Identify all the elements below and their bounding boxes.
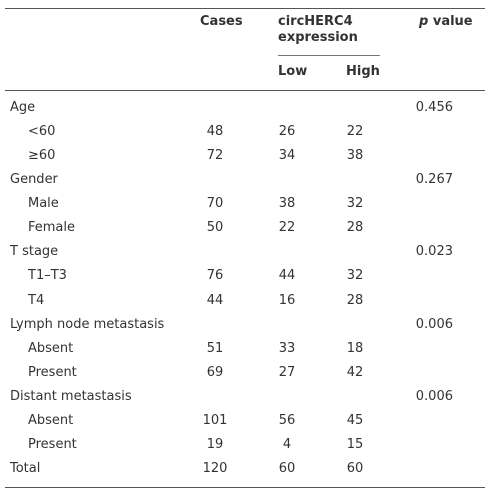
cases-cell: 72 — [206, 148, 224, 164]
group-rule — [278, 55, 380, 56]
low-cell: 34 — [278, 148, 296, 164]
row-label: Female — [28, 220, 76, 236]
cases-cell: 69 — [206, 364, 224, 380]
group-label: T stage — [10, 244, 59, 260]
low-cell: 44 — [278, 268, 296, 284]
header-p-italic: p — [419, 14, 429, 29]
row-label: T1–T3 — [28, 268, 67, 284]
group-label: Age — [10, 100, 36, 115]
row-label: Absent — [28, 412, 74, 428]
p-value-cell: 0.456 — [415, 100, 453, 115]
cases-cell: 50 — [206, 220, 224, 236]
high-cell: 18 — [346, 340, 364, 356]
bottom-rule — [5, 487, 485, 488]
row-label: Absent — [28, 340, 74, 356]
group-label: Gender — [10, 172, 58, 188]
cases-cell: 19 — [206, 436, 224, 452]
low-cell: 22 — [278, 220, 296, 236]
high-cell: 60 — [346, 461, 364, 477]
p-value-cell: 0.023 — [415, 244, 453, 260]
high-cell: 32 — [346, 268, 364, 284]
high-cell: 28 — [346, 220, 364, 236]
cases-cell: 44 — [206, 292, 224, 308]
cases-cell: 48 — [206, 124, 224, 140]
row-label: ≥60 — [28, 148, 56, 164]
low-cell: 4 — [282, 436, 292, 452]
row-label: Total — [10, 461, 41, 477]
row-label: T4 — [28, 292, 45, 308]
row-label: <60 — [28, 124, 56, 140]
p-value-cell: 0.267 — [415, 172, 453, 188]
low-cell: 16 — [278, 292, 296, 308]
p-value-cell: 0.006 — [415, 316, 453, 332]
top-rule — [5, 8, 485, 9]
row-label: Male — [28, 196, 59, 212]
group-label: Distant metastasis — [10, 388, 132, 404]
cases-cell: 120 — [202, 461, 228, 477]
header-p: p value — [419, 14, 473, 30]
high-cell: 22 — [346, 124, 364, 140]
high-cell: 38 — [346, 148, 364, 164]
header-low: Low — [278, 64, 308, 79]
row-label: Present — [28, 436, 77, 452]
high-cell: 15 — [346, 436, 364, 452]
high-cell: 45 — [346, 412, 364, 428]
cases-cell: 76 — [206, 268, 224, 284]
cases-cell: 51 — [206, 340, 224, 356]
low-cell: 33 — [278, 340, 296, 356]
header-p-rest: value — [432, 14, 473, 29]
low-cell: 27 — [278, 364, 296, 380]
high-cell: 32 — [346, 196, 364, 212]
header-cases: Cases — [200, 14, 243, 29]
p-value-cell: 0.006 — [415, 388, 453, 404]
group-label: Lymph node metastasis — [10, 316, 165, 332]
cases-cell: 70 — [206, 196, 224, 212]
high-cell: 28 — [346, 292, 364, 308]
low-cell: 26 — [278, 124, 296, 140]
low-cell: 38 — [278, 196, 296, 212]
cases-cell: 101 — [202, 412, 228, 428]
header-expression: circHERC4 expression — [278, 14, 358, 45]
header-rule — [5, 90, 485, 91]
header-high: High — [346, 64, 380, 79]
row-label: Present — [28, 364, 77, 380]
low-cell: 60 — [278, 461, 296, 477]
low-cell: 56 — [278, 412, 296, 428]
high-cell: 42 — [346, 364, 364, 380]
